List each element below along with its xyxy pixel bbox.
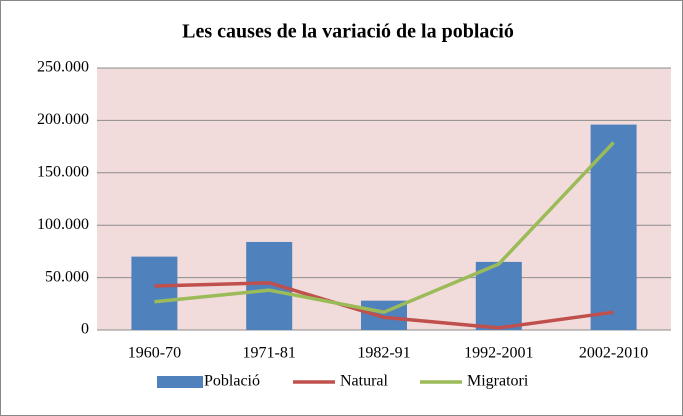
line [154,141,615,314]
x-tick-label: 1971-81 [243,345,296,362]
x-tick-label: 1992-2001 [464,345,533,362]
legend-label: Població [204,373,260,390]
bar [475,261,522,330]
bar [590,124,637,330]
plot-area [97,68,671,330]
line [154,281,614,330]
bar [131,256,178,330]
y-tick-label: 200.000 [37,111,89,128]
y-tick-label: 50.000 [45,268,89,285]
legend-swatch [157,376,203,388]
y-tick-label: 250.000 [37,59,89,76]
chart-title: Les causes de la variació de la població [182,21,514,43]
x-tick-label: 1960-70 [128,345,181,362]
x-tick-label: 1982-91 [357,345,410,362]
legend-label: Natural [340,373,389,390]
x-tick-label: 2002-2010 [579,345,648,362]
y-tick-label: 0 [81,321,89,338]
y-tick-label: 150.000 [37,163,89,180]
y-tick-label: 100.000 [37,216,89,233]
legend-label: Migratori [467,373,529,390]
